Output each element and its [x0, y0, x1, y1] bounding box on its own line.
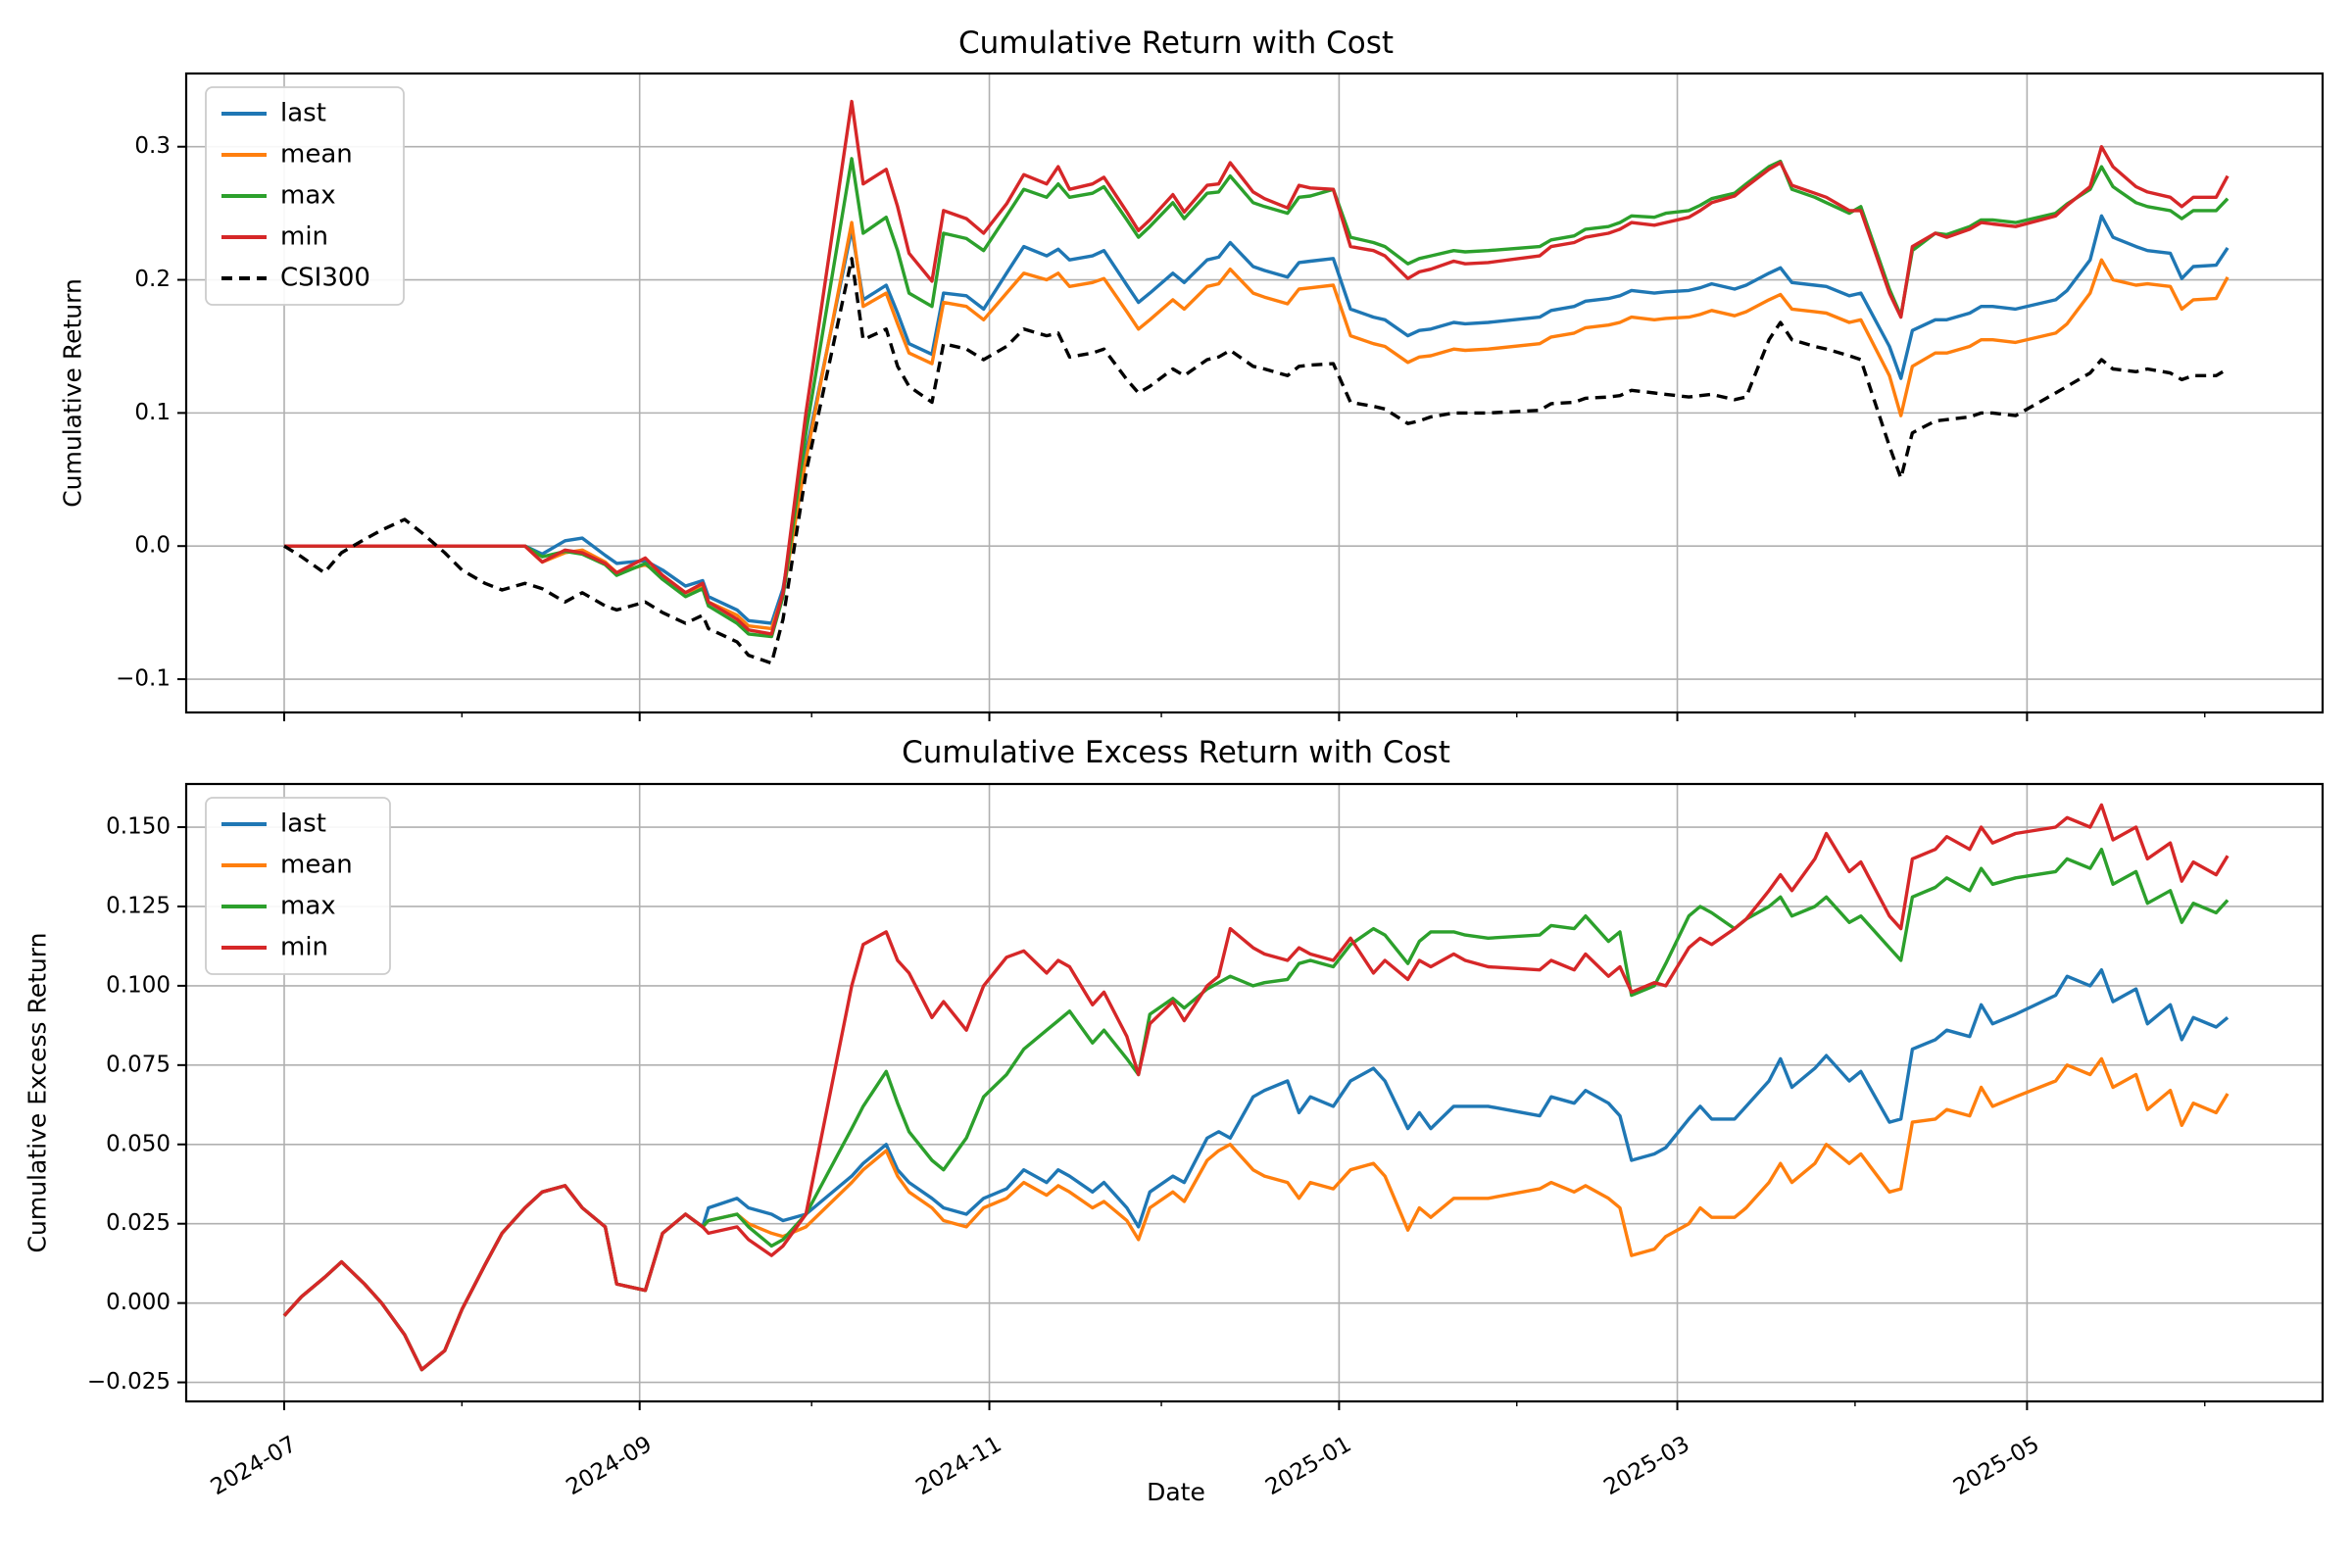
- y-tick-label: 0.3: [134, 133, 171, 159]
- legend-label-mean: mean: [280, 851, 353, 880]
- y-tick-label: 0.025: [106, 1210, 171, 1236]
- top-chart-title: Cumulative Return with Cost: [957, 25, 1395, 61]
- legend-label-max: max: [280, 181, 336, 211]
- gridlines: [186, 784, 2323, 1401]
- series-line-mean: [284, 220, 2230, 631]
- y-tick-label: −0.1: [116, 666, 171, 692]
- series-line-min: [282, 803, 2230, 1372]
- y-tick-label: 0.0: [134, 533, 171, 559]
- legend-label-mean: mean: [280, 140, 353, 170]
- legend-label-min: min: [280, 222, 328, 252]
- top-chart-ylabel: Cumulative Return: [58, 278, 87, 508]
- bottom-chart-title: Cumulative Excess Return with Cost: [902, 735, 1450, 770]
- y-tick-label: 0.125: [106, 893, 171, 918]
- axes-border: [184, 782, 2325, 1403]
- series-line-mean: [282, 1056, 2230, 1372]
- y-tick-label: 0.100: [106, 972, 171, 998]
- legend-box: [205, 86, 405, 306]
- axis-ticks: [177, 826, 2206, 1410]
- legend: last mean max min: [205, 797, 391, 975]
- y-tick-label: 0.1: [134, 400, 171, 425]
- legend-label-last: last: [280, 99, 326, 128]
- bottom-chart-ylabel: Cumulative Excess Return: [23, 932, 52, 1253]
- legend-label-CSI300: CSI300: [280, 264, 370, 293]
- series-line-max: [282, 848, 2230, 1372]
- axis-ticks: [177, 145, 2206, 721]
- series-line-min: [284, 99, 2230, 636]
- top-chart: −0.1 0.0 0.1 0.2 0.3 last mean max min CSI300: [116, 72, 2325, 721]
- y-tick-label: 0.050: [106, 1131, 171, 1156]
- y-tick-label: 0.000: [106, 1290, 171, 1315]
- legend-label-max: max: [280, 892, 336, 921]
- legend-box: [205, 797, 391, 975]
- y-tick-label: 0.150: [106, 814, 171, 840]
- series-line-CSI300: [283, 257, 2229, 665]
- gridlines: [186, 74, 2323, 712]
- bottom-chart: −0.025 0.000 0.025 0.050 0.075 0.100 0.125 0.15…: [87, 782, 2325, 1500]
- legend: last mean max min CSI300: [205, 86, 405, 306]
- legend-label-min: min: [280, 933, 328, 962]
- axes-border: [184, 72, 2325, 714]
- series-line-last: [284, 214, 2230, 625]
- y-tick-label: 0.2: [134, 267, 171, 292]
- y-tick-label: −0.025: [87, 1369, 171, 1395]
- legend-label-last: last: [280, 809, 326, 839]
- x-axis-label: Date: [1147, 1478, 1205, 1506]
- y-tick-label: 0.075: [106, 1052, 171, 1077]
- series-line-max: [284, 157, 2230, 639]
